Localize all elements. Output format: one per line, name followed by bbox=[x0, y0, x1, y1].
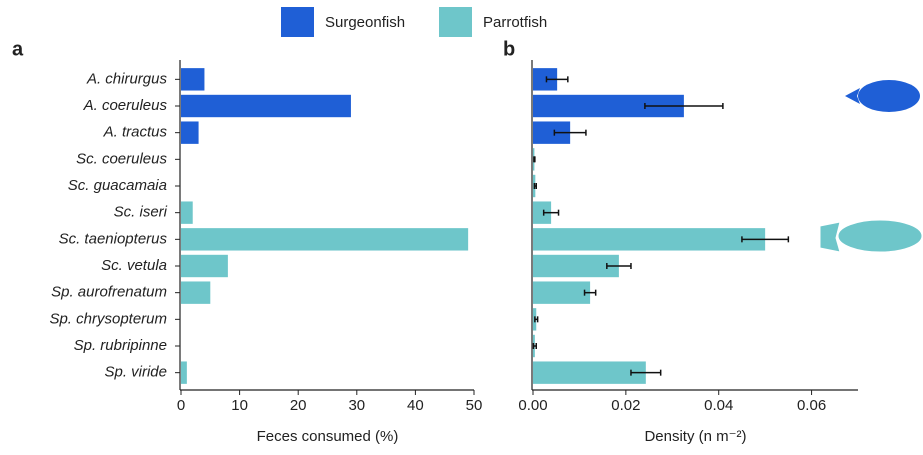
bar bbox=[533, 121, 571, 144]
bar bbox=[533, 281, 591, 304]
bar bbox=[533, 94, 684, 118]
error-bar bbox=[532, 343, 537, 349]
bar bbox=[533, 254, 619, 278]
x-tick-label: 0.00 bbox=[518, 397, 547, 414]
bar bbox=[533, 228, 766, 251]
y-tick-label: Sc. guacamaia bbox=[68, 177, 167, 194]
x-tick-label: 40 bbox=[407, 397, 424, 414]
bar bbox=[533, 361, 646, 384]
bar bbox=[181, 94, 351, 118]
x-tick-label: 20 bbox=[290, 397, 307, 414]
fish-icon-surgeonfish bbox=[845, 80, 920, 112]
bar bbox=[533, 201, 552, 224]
error-bar bbox=[630, 369, 662, 376]
error-bar bbox=[542, 209, 560, 216]
legend-swatch bbox=[281, 7, 314, 37]
y-tick-label: Sp. viride bbox=[104, 364, 167, 381]
bar bbox=[181, 228, 469, 251]
legend-label: Surgeonfish bbox=[325, 14, 405, 31]
x-tick-label: 0.02 bbox=[611, 397, 640, 414]
bar bbox=[181, 68, 205, 91]
y-tick-label: Sp. chrysopterum bbox=[49, 310, 167, 327]
error-bar bbox=[606, 263, 632, 269]
y-tick-label: Sc. coeruleus bbox=[76, 150, 167, 167]
x-axis-title: Feces consumed (%) bbox=[257, 428, 399, 445]
bar bbox=[533, 68, 558, 91]
panel-label: b bbox=[503, 38, 515, 60]
legend-label: Parrotfish bbox=[483, 14, 547, 31]
bar bbox=[181, 281, 211, 304]
y-tick-label: A. tractus bbox=[103, 124, 168, 141]
bar bbox=[181, 254, 228, 278]
x-tick-label: 30 bbox=[348, 397, 365, 414]
error-bar bbox=[583, 289, 597, 296]
x-tick-label: 50 bbox=[466, 397, 483, 414]
y-tick-label: A. chirurgus bbox=[86, 70, 168, 87]
error-bar bbox=[533, 183, 537, 189]
y-tick-label: Sc. iseri bbox=[114, 204, 168, 221]
x-tick-label: 0.04 bbox=[704, 397, 733, 414]
x-tick-label: 0 bbox=[177, 397, 185, 414]
x-tick-label: 0.06 bbox=[797, 397, 826, 414]
y-tick-label: Sc. taeniopterus bbox=[59, 230, 168, 247]
x-tick-label: 10 bbox=[231, 397, 248, 414]
bar bbox=[181, 121, 199, 144]
bar bbox=[181, 361, 187, 384]
fish-icon-parrotfish bbox=[819, 219, 923, 253]
x-axis-title: Density (n m⁻²) bbox=[644, 428, 746, 445]
legend-swatch bbox=[439, 7, 472, 37]
bar bbox=[181, 201, 193, 224]
error-bar bbox=[644, 103, 724, 109]
y-tick-label: Sc. vetula bbox=[101, 257, 167, 274]
y-tick-label: A. coeruleus bbox=[83, 97, 168, 114]
panel-label: a bbox=[12, 38, 24, 60]
error-bar bbox=[533, 156, 536, 163]
y-tick-label: Sp. rubripinne bbox=[74, 337, 167, 354]
error-bar bbox=[741, 236, 790, 243]
error-bar bbox=[545, 76, 569, 83]
error-bar bbox=[534, 316, 539, 323]
error-bar bbox=[553, 129, 587, 136]
y-tick-label: Sp. aurofrenatum bbox=[51, 284, 167, 301]
